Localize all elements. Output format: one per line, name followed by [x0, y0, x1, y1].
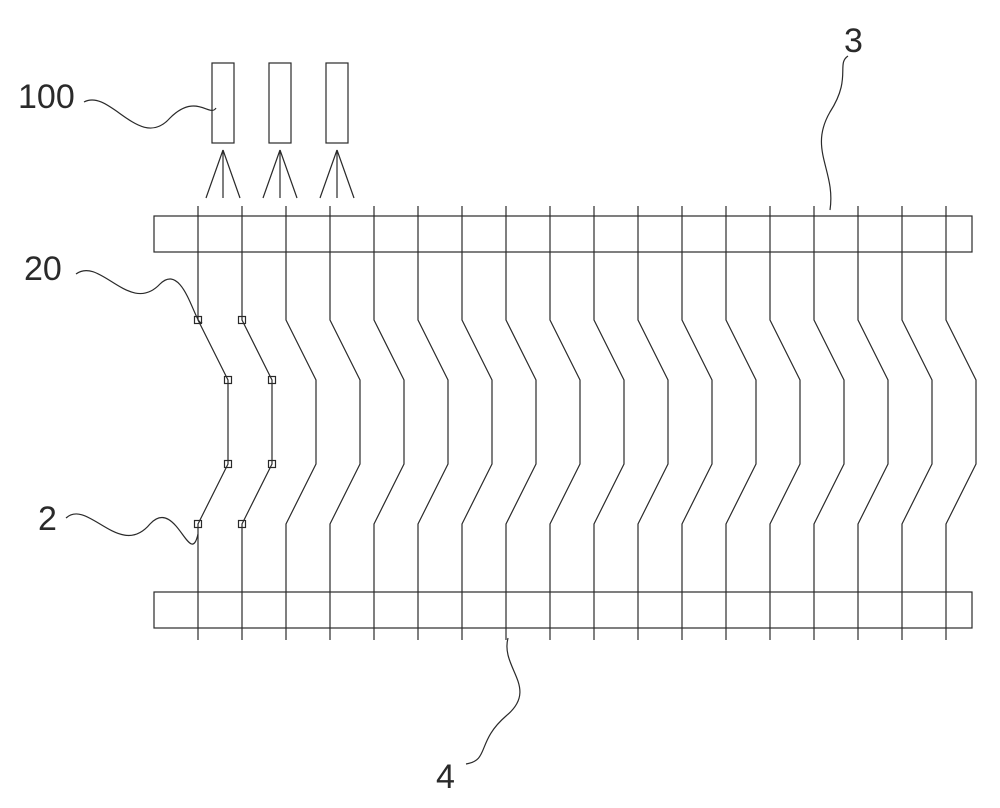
spray-ray-left — [206, 150, 223, 198]
spray-head-body — [269, 63, 291, 143]
fin-body — [418, 252, 448, 592]
label-100: 100 — [18, 78, 75, 116]
fin-body — [198, 252, 228, 592]
fin-body — [462, 252, 492, 592]
fin-body — [814, 252, 844, 592]
spray-head-body — [212, 63, 234, 143]
leader-100 — [84, 100, 216, 128]
fin-body — [946, 252, 976, 592]
fin-body — [594, 252, 624, 592]
fin-body — [858, 252, 888, 592]
fin-body — [550, 252, 580, 592]
fin-body — [770, 252, 800, 592]
leader-3 — [821, 56, 848, 210]
spray-head-body — [326, 63, 348, 143]
fin-body — [374, 252, 404, 592]
spray-ray-right — [223, 150, 240, 198]
label-20: 20 — [24, 250, 62, 288]
lower-bar — [154, 592, 972, 628]
leader-2 — [66, 514, 198, 544]
label-3: 3 — [844, 22, 863, 60]
label-4: 4 — [436, 758, 455, 796]
fin-body — [638, 252, 668, 592]
fin-body — [242, 252, 272, 592]
fin-body — [506, 252, 536, 592]
fin-body — [726, 252, 756, 592]
spray-ray-left — [263, 150, 280, 198]
spray-ray-right — [337, 150, 354, 198]
leader-4 — [466, 638, 520, 764]
upper-bar — [154, 216, 972, 252]
fin-body — [682, 252, 712, 592]
fin-body — [902, 252, 932, 592]
spray-ray-right — [280, 150, 297, 198]
spray-ray-left — [320, 150, 337, 198]
label-2: 2 — [38, 500, 57, 538]
fin-body — [286, 252, 316, 592]
technical-diagram: 100 3 20 2 4 — [0, 0, 1000, 808]
leader-20 — [76, 271, 202, 323]
fin-body — [330, 252, 360, 592]
